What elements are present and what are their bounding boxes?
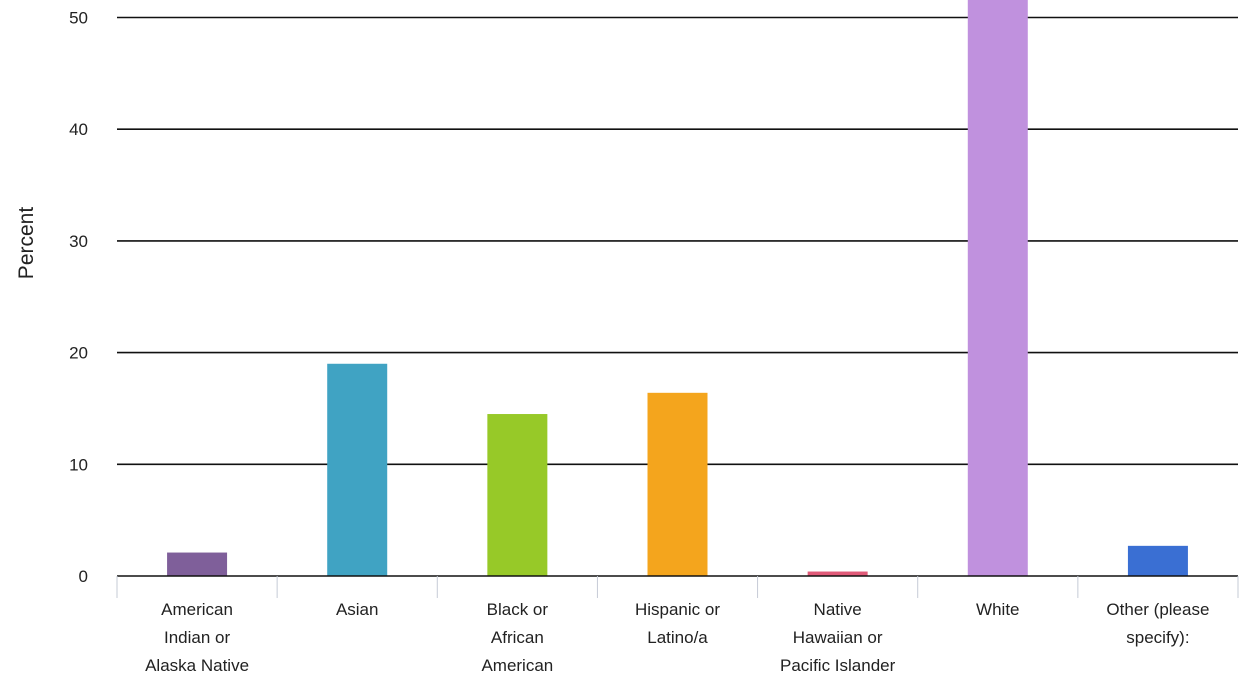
x-category-label: Pacific Islander bbox=[780, 656, 896, 675]
bars bbox=[167, 0, 1188, 576]
bar bbox=[807, 571, 868, 576]
x-category-label: Hawaiian or bbox=[793, 628, 883, 647]
y-tick-label: 40 bbox=[69, 120, 88, 139]
bar bbox=[1127, 545, 1188, 576]
y-tick-label: 50 bbox=[69, 9, 88, 28]
x-category-label: Asian bbox=[336, 600, 379, 619]
x-axis bbox=[116, 575, 1239, 598]
gridlines bbox=[117, 16, 1238, 466]
x-category-label: Hispanic or bbox=[635, 600, 720, 619]
x-category-label: Black or bbox=[487, 600, 549, 619]
x-category-label: American bbox=[161, 600, 233, 619]
bar bbox=[967, 0, 1028, 576]
x-category-label: Native bbox=[814, 600, 862, 619]
x-category-label: African bbox=[491, 628, 544, 647]
x-category-label: Latino/a bbox=[647, 628, 708, 647]
x-category-label: White bbox=[976, 600, 1019, 619]
y-tick-label: 30 bbox=[69, 232, 88, 251]
x-category-label: specify): bbox=[1126, 628, 1189, 647]
bar bbox=[167, 552, 228, 576]
x-category-label: American bbox=[481, 656, 553, 675]
y-tick-label: 10 bbox=[69, 455, 88, 474]
bar bbox=[487, 414, 548, 576]
x-category-label: Indian or bbox=[164, 628, 230, 647]
y-tick-label: 0 bbox=[79, 567, 88, 586]
y-axis-ticks: 0 10 20 30 40 50 bbox=[69, 9, 88, 587]
y-axis-title: Percent bbox=[15, 207, 38, 280]
x-category-label: Other (please bbox=[1106, 600, 1209, 619]
bar bbox=[647, 392, 708, 576]
bar bbox=[327, 363, 388, 576]
y-tick-label: 20 bbox=[69, 344, 88, 363]
x-axis-category-labels: American Indian or Alaska Native Asian Black… bbox=[145, 600, 1209, 675]
x-category-label: Alaska Native bbox=[145, 656, 249, 675]
